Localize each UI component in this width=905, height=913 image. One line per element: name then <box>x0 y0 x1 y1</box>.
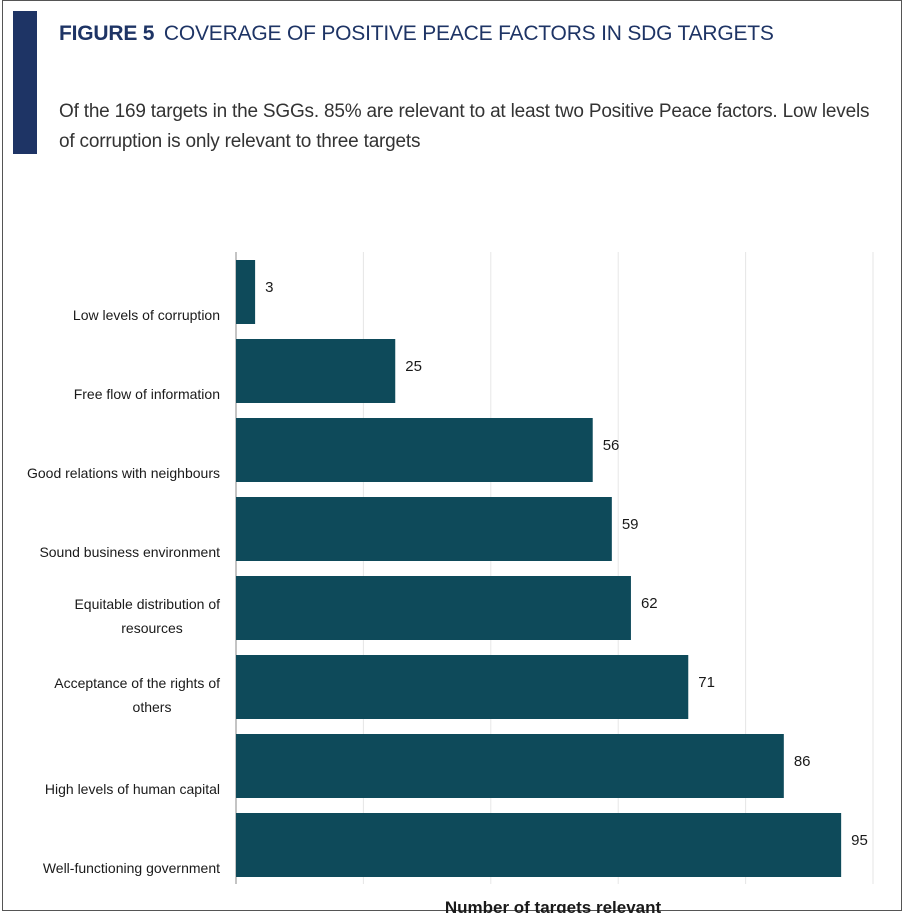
bar-value-label: 71 <box>698 674 715 691</box>
bar <box>236 655 689 719</box>
bar-value-label: 86 <box>794 753 811 770</box>
bar-value-label: 59 <box>622 516 639 533</box>
bar-value-label: 56 <box>603 437 620 454</box>
bar <box>236 734 784 798</box>
bar <box>236 813 842 877</box>
category-label: Well-functioning government <box>43 860 220 876</box>
chart-value-labels: 3 25 56 59 62 71 86 95 <box>265 279 868 849</box>
bar-value-label: 95 <box>851 832 868 849</box>
bar <box>236 576 631 640</box>
figure-title-text: COVERAGE OF POSITIVE PEACE FACTORS IN SD… <box>163 22 774 45</box>
category-label: Equitable distribution of resources <box>74 596 220 636</box>
figure-title: FIGURE 5 COVERAGE OF POSITIVE PEACE FACT… <box>59 21 774 47</box>
title-accent-bar <box>13 11 37 154</box>
bar-value-label: 62 <box>641 595 658 612</box>
chart-category-labels: Low levels of corruption Free flow of inf… <box>27 307 220 876</box>
category-label: Acceptance of the rights of others <box>54 675 220 715</box>
figure-subtitle: Of the 169 targets in the SGGs. 85% are … <box>59 101 870 152</box>
category-label: Low levels of corruption <box>73 307 220 323</box>
figure-label: FIGURE 5 <box>59 22 155 45</box>
bar <box>236 260 256 324</box>
category-label: Sound business environment <box>39 544 220 560</box>
x-axis-label: Number of targets relevant <box>445 898 662 913</box>
category-label: High levels of human capital <box>45 781 220 797</box>
bar <box>236 339 396 403</box>
chart-bars <box>236 260 842 877</box>
category-label: Good relations with neighbours <box>27 465 220 481</box>
bar <box>236 497 612 561</box>
bar <box>236 418 593 482</box>
bar-value-label: 25 <box>405 358 422 375</box>
category-label: Free flow of information <box>74 386 220 402</box>
bar-value-label: 3 <box>265 279 273 296</box>
